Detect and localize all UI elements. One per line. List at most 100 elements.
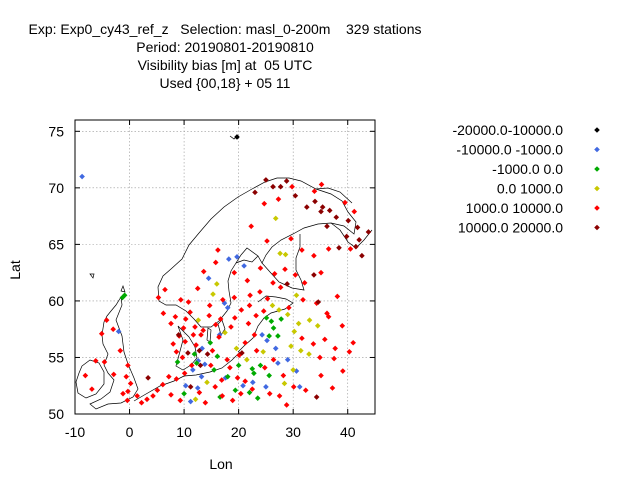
data-point bbox=[272, 215, 279, 222]
coastline-denmark bbox=[175, 325, 198, 371]
data-point bbox=[329, 385, 336, 391]
data-point bbox=[286, 304, 292, 311]
data-point bbox=[160, 310, 167, 317]
x-axis-label: Lon bbox=[209, 456, 232, 472]
data-point bbox=[277, 183, 284, 190]
data-point bbox=[206, 312, 212, 319]
y-tick-label: 75 bbox=[48, 123, 64, 139]
data-point bbox=[232, 387, 239, 394]
data-point bbox=[217, 316, 224, 322]
data-point bbox=[145, 375, 151, 381]
data-point bbox=[331, 355, 337, 362]
legend-marker bbox=[594, 146, 600, 153]
data-point bbox=[214, 281, 220, 287]
data-point bbox=[212, 384, 218, 390]
data-point bbox=[261, 200, 268, 207]
legend-marker bbox=[594, 185, 600, 192]
data-point bbox=[276, 393, 283, 399]
data-point bbox=[351, 208, 358, 215]
data-point bbox=[293, 292, 300, 299]
data-point bbox=[188, 362, 195, 369]
data-point bbox=[298, 347, 304, 354]
data-point bbox=[212, 259, 219, 266]
coastline-gulf-of-bothnia bbox=[235, 255, 259, 264]
data-point bbox=[262, 364, 268, 371]
data-point bbox=[117, 347, 124, 354]
data-point bbox=[242, 378, 248, 385]
legend-label: -10000.0 -1000.0 bbox=[456, 142, 563, 158]
data-point bbox=[291, 328, 298, 335]
data-point bbox=[241, 263, 247, 269]
data-point bbox=[263, 177, 269, 183]
legend-label: 0.0 1000.0 bbox=[497, 181, 563, 197]
data-point bbox=[123, 373, 130, 380]
data-point bbox=[125, 362, 131, 369]
data-point bbox=[204, 351, 211, 357]
data-point bbox=[325, 246, 332, 252]
legend-label: -20000.0-10000.0 bbox=[452, 122, 563, 138]
data-point bbox=[101, 359, 108, 365]
data-point bbox=[322, 336, 328, 343]
data-point bbox=[209, 347, 216, 354]
data-point bbox=[306, 351, 312, 357]
data-point bbox=[317, 354, 323, 361]
data-point bbox=[190, 367, 196, 373]
data-point bbox=[260, 308, 267, 314]
y-tick-label: 60 bbox=[48, 293, 64, 309]
data-point bbox=[175, 332, 182, 338]
data-point bbox=[110, 326, 116, 332]
data-point bbox=[166, 373, 172, 380]
legend: -20000.0-10000.0 -10000.0 -1000.0 -1000.0 … bbox=[452, 122, 600, 236]
data-point bbox=[206, 302, 213, 309]
data-point bbox=[229, 397, 236, 404]
data-point bbox=[266, 333, 272, 339]
data-point bbox=[224, 373, 231, 380]
data-point bbox=[249, 386, 256, 392]
data-point bbox=[181, 390, 187, 397]
data-point bbox=[284, 311, 291, 318]
coastline-ireland bbox=[75, 359, 105, 399]
data-point bbox=[276, 307, 282, 313]
data-point bbox=[253, 347, 260, 354]
data-point bbox=[263, 384, 269, 390]
chart-title-line-3: Visibility bias [m] at 05 UTC bbox=[137, 57, 313, 73]
data-point bbox=[204, 379, 210, 386]
data-point bbox=[339, 323, 346, 329]
data-point bbox=[336, 244, 342, 251]
coastline-great-britain bbox=[89, 295, 139, 410]
data-point bbox=[220, 296, 226, 303]
data-point bbox=[318, 208, 324, 215]
data-point bbox=[172, 313, 179, 320]
data-point bbox=[160, 381, 166, 388]
data-point bbox=[236, 352, 242, 358]
data-points bbox=[79, 134, 372, 408]
data-point bbox=[365, 229, 372, 235]
data-point bbox=[244, 356, 250, 363]
data-point bbox=[222, 329, 228, 336]
data-point bbox=[342, 199, 348, 206]
data-point bbox=[240, 382, 246, 389]
data-point bbox=[248, 223, 254, 230]
data-point bbox=[326, 207, 333, 214]
data-point bbox=[218, 377, 225, 383]
data-point bbox=[120, 390, 126, 397]
data-point bbox=[290, 367, 296, 373]
data-point bbox=[293, 368, 300, 374]
data-point bbox=[311, 272, 317, 278]
y-tick-label: 65 bbox=[48, 236, 64, 252]
data-point bbox=[270, 280, 276, 286]
data-point bbox=[251, 370, 257, 377]
data-point bbox=[233, 345, 240, 352]
data-point bbox=[168, 320, 174, 327]
data-point bbox=[315, 299, 322, 305]
data-point bbox=[324, 310, 330, 317]
data-point bbox=[216, 332, 223, 338]
data-point bbox=[198, 332, 204, 338]
data-point bbox=[98, 330, 105, 337]
data-point bbox=[242, 339, 248, 346]
data-point bbox=[162, 286, 168, 293]
data-point bbox=[257, 362, 264, 369]
data-point bbox=[259, 332, 265, 338]
data-point bbox=[208, 362, 214, 369]
data-point bbox=[212, 321, 219, 328]
